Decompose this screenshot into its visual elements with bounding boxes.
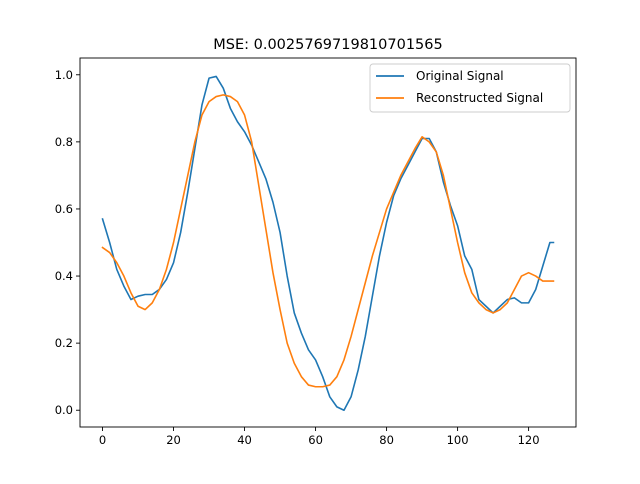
y-tick-label: 0.2: [55, 336, 73, 350]
y-tick-label: 0.6: [55, 202, 73, 216]
x-tick-label: 60: [308, 433, 323, 447]
x-tick-label: 40: [237, 433, 252, 447]
x-tick-label: 100: [447, 433, 469, 447]
chart-title: MSE: 0.0025769719810701565: [213, 37, 443, 53]
x-tick-label: 80: [379, 433, 394, 447]
legend-label: Reconstructed Signal: [416, 91, 543, 105]
axes-frame: [79, 57, 577, 428]
series-line-reconstructed: [101, 94, 555, 388]
plot-area: 0 20 40 60 80 100 120 0.0 0.2 0.4 0.6 0.8 1.0 Origina…: [55, 57, 577, 447]
series-line-original: [101, 75, 555, 412]
legend-box: [369, 63, 571, 113]
x-tick-label: 0: [99, 433, 106, 447]
legend-label: Original Signal: [416, 69, 504, 83]
x-tick-label: 120: [518, 433, 540, 447]
y-tick-label: 1.0: [55, 68, 73, 82]
x-tick-label: 20: [166, 433, 181, 447]
y-tick-label: 0.0: [55, 403, 73, 417]
y-tick-label: 0.4: [55, 269, 73, 283]
y-tick-label: 0.8: [55, 135, 73, 149]
